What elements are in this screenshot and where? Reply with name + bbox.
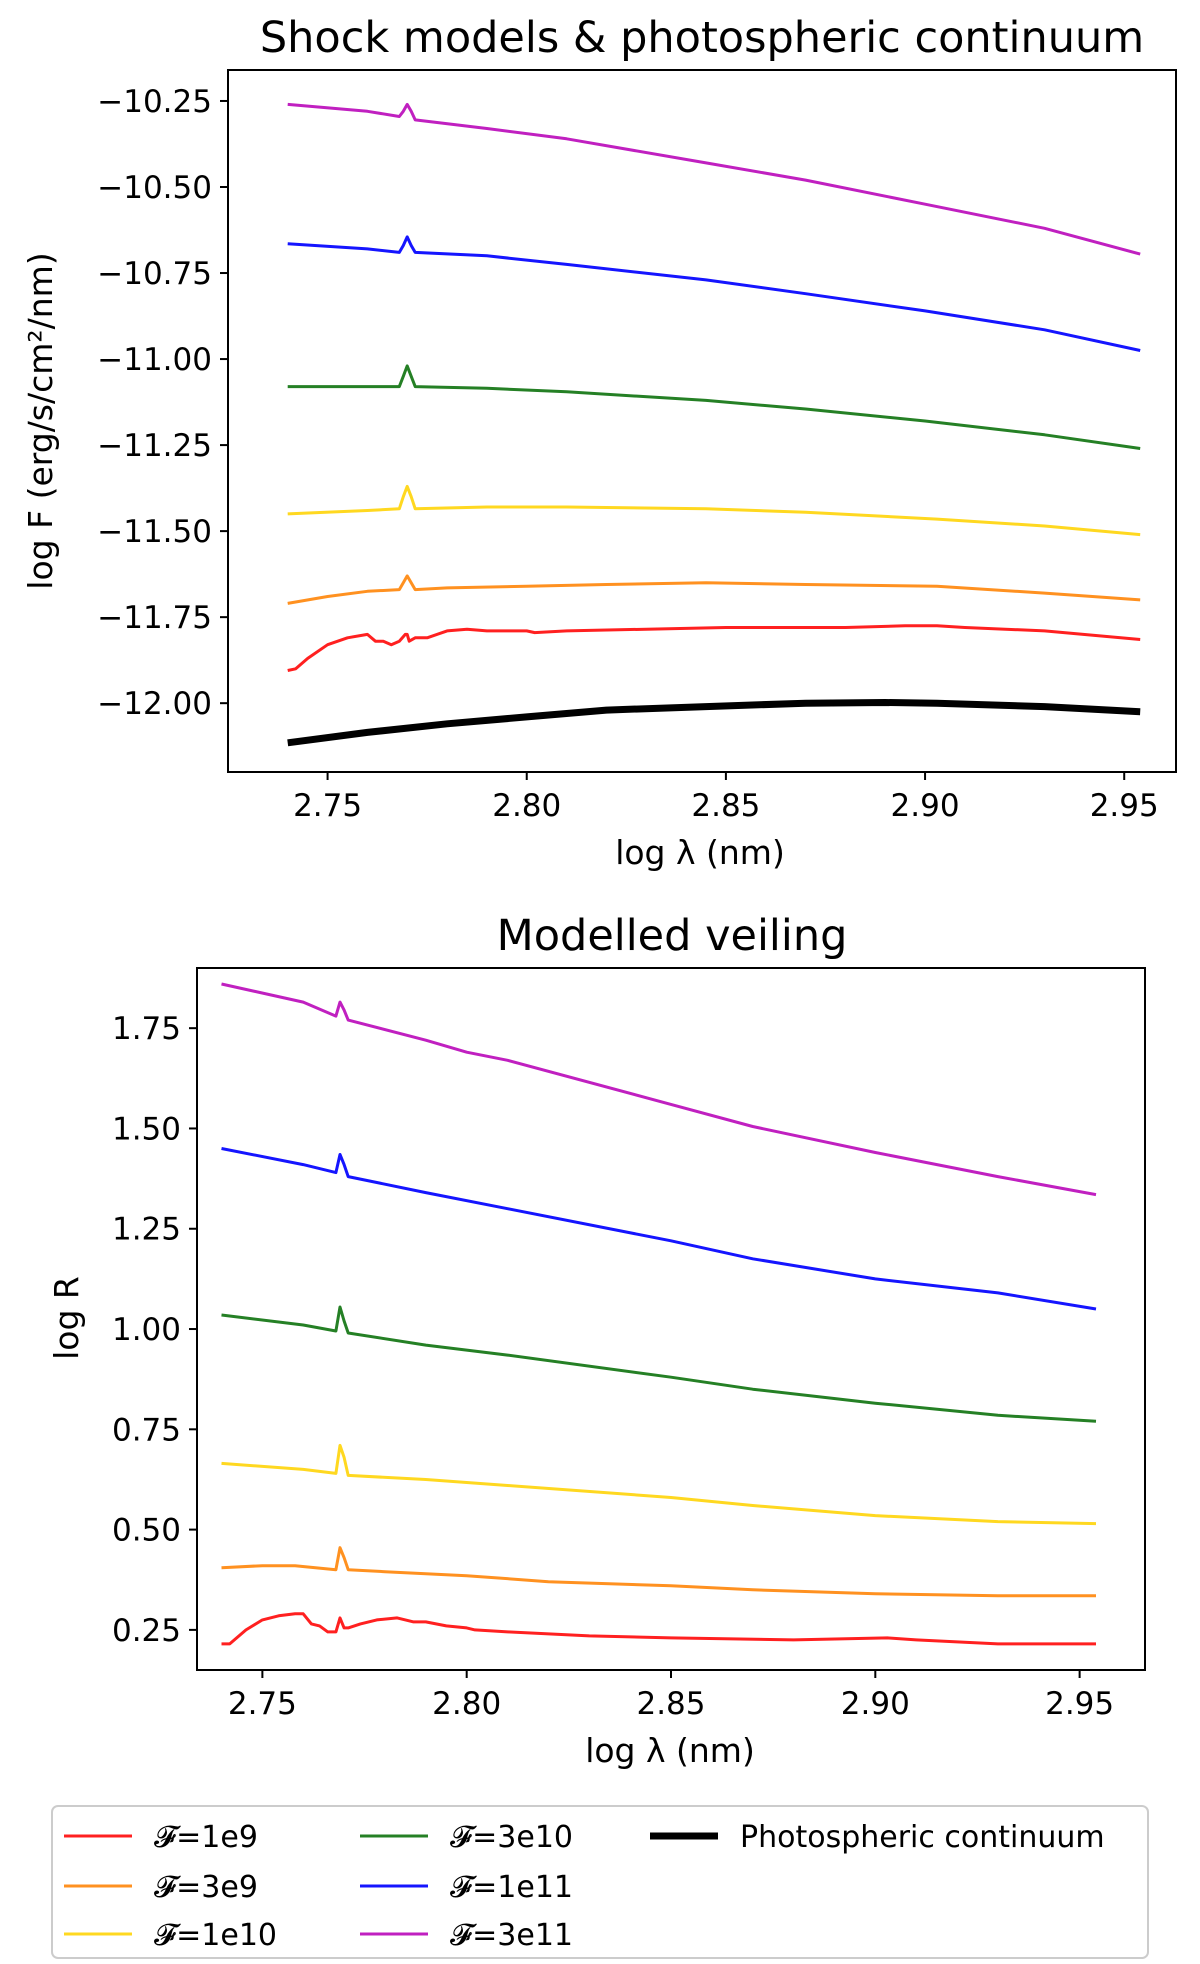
legend-label: Photospheric continuum — [740, 1820, 1105, 1855]
y-tick-label: −10.25 — [97, 84, 212, 120]
axis-ticks: 2.75 2.80 2.85 2.90 2.95 0.25 0.50 0.75 1.00 1.25… — [112, 1011, 1114, 1722]
y-tick-label: −11.50 — [97, 514, 212, 550]
chart-title: Modelled veiling — [497, 911, 848, 961]
y-tick-label: −11.75 — [97, 600, 212, 636]
y-tick-label: −11.00 — [97, 342, 212, 378]
x-tick-label: 2.80 — [432, 1686, 501, 1722]
series-line-0 — [221, 1612, 1096, 1646]
series-line-0 — [287, 624, 1141, 672]
series-line-6 — [287, 699, 1141, 747]
plot-area — [287, 102, 1141, 747]
chart-title: Shock models & photospheric continuum — [260, 13, 1144, 63]
x-tick-label: 2.75 — [293, 788, 362, 824]
legend-label: 𝓕=1e11 — [450, 1870, 573, 1905]
legend-label: 𝓕=3e10 — [450, 1820, 573, 1855]
legend-label: 𝓕=1e9 — [154, 1820, 258, 1855]
series-line-3 — [287, 364, 1141, 450]
legend-label: 𝓕=1e10 — [154, 1918, 277, 1953]
legend-label: 𝓕=3e9 — [154, 1870, 258, 1905]
x-tick-label: 2.90 — [891, 788, 960, 824]
y-tick-label: 0.75 — [112, 1412, 181, 1448]
x-tick-label: 2.85 — [691, 788, 760, 824]
legend-box — [51, 1805, 1149, 1959]
plot-frame — [227, 69, 1177, 773]
x-tick-label: 2.75 — [228, 1686, 297, 1722]
y-axis-label: log R — [47, 1276, 86, 1360]
y-tick-label: −10.50 — [97, 170, 212, 206]
x-axis-label: log λ (nm) — [585, 1731, 755, 1770]
series-line-5 — [287, 102, 1141, 256]
x-tick-label: 2.80 — [492, 788, 561, 824]
y-tick-label: 1.25 — [112, 1212, 181, 1248]
axis-ticks: 2.75 2.80 2.85 2.90 2.95 −10.25 −10.50 −10.75 −1… — [97, 84, 1158, 824]
series-line-2 — [287, 484, 1141, 537]
legend-label: 𝓕=3e11 — [450, 1918, 573, 1953]
y-tick-label: 1.50 — [112, 1111, 181, 1147]
x-tick-label: 2.85 — [636, 1686, 705, 1722]
series-line-2 — [221, 1443, 1097, 1526]
y-tick-label: 1.75 — [112, 1011, 181, 1047]
y-tick-label: −11.25 — [97, 428, 212, 464]
series-line-4 — [287, 235, 1141, 352]
y-tick-label: −12.00 — [97, 686, 212, 722]
series-line-1 — [287, 574, 1141, 605]
y-axis-label: log F (erg/s/cm²/nm) — [21, 252, 60, 589]
y-tick-label: 1.00 — [112, 1312, 181, 1348]
x-tick-label: 2.95 — [1090, 788, 1159, 824]
series-line-3 — [221, 1305, 1097, 1423]
y-tick-label: −10.75 — [97, 256, 212, 292]
x-tick-label: 2.95 — [1045, 1686, 1114, 1722]
x-tick-label: 2.90 — [841, 1686, 910, 1722]
veiling-chart: Modelled veiling 2.75 2.80 2.85 2.90 2.95 0.2… — [47, 911, 1146, 1770]
series-line-1 — [221, 1546, 1096, 1598]
flux-chart: Shock models & photospheric continuum 2.… — [21, 13, 1177, 872]
x-axis-label: log λ (nm) — [615, 833, 785, 872]
legend: 𝓕=1e9 𝓕=3e9 𝓕=1e10 𝓕=3e10 𝓕=1e11 𝓕=3e11 Photos… — [51, 1805, 1149, 1959]
y-tick-label: 0.50 — [112, 1513, 181, 1549]
series-line-5 — [221, 982, 1097, 1197]
series-line-4 — [221, 1147, 1097, 1311]
plot-area — [221, 982, 1097, 1646]
y-tick-label: 0.25 — [112, 1613, 181, 1649]
